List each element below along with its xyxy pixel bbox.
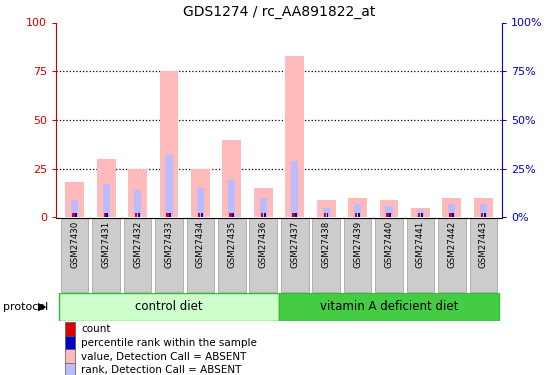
Bar (59, 292, 279, 321)
Text: GSM27435: GSM27435 (227, 221, 237, 268)
Bar (104, 213, 106, 217)
Bar (261, 213, 263, 217)
Text: rank, Detection Call = ABSENT: rank, Detection Call = ABSENT (81, 365, 242, 375)
Bar (259, 198, 267, 217)
Bar (448, 204, 455, 218)
Bar (344, 218, 372, 292)
Bar (186, 218, 214, 292)
Bar (291, 161, 299, 218)
Bar (323, 208, 330, 218)
Bar (107, 213, 108, 217)
Bar (324, 213, 326, 217)
Text: GSM27436: GSM27436 (259, 221, 268, 268)
Bar (232, 213, 234, 217)
Bar (292, 213, 295, 217)
Bar (198, 213, 200, 217)
Bar (295, 213, 297, 217)
Bar (417, 210, 424, 218)
Text: ▶: ▶ (37, 302, 46, 312)
Text: GSM27438: GSM27438 (321, 221, 331, 268)
Bar (438, 218, 466, 292)
Bar (449, 213, 452, 217)
Text: GSM27432: GSM27432 (133, 221, 142, 268)
Bar (469, 218, 497, 292)
Bar (201, 213, 203, 217)
Bar (138, 213, 140, 217)
Bar (375, 218, 403, 292)
Text: GSM27430: GSM27430 (70, 221, 79, 268)
Bar (75, 213, 77, 217)
Bar (312, 218, 340, 292)
Bar (155, 218, 183, 292)
Bar (389, 213, 391, 217)
Bar (124, 218, 151, 292)
Text: GSM27440: GSM27440 (384, 221, 393, 268)
Bar (453, 213, 454, 217)
Bar (442, 198, 461, 217)
Text: GSM27439: GSM27439 (353, 221, 362, 268)
Bar (481, 213, 483, 217)
Bar (65, 182, 84, 218)
Bar (228, 180, 235, 218)
Text: GSM27441: GSM27441 (416, 221, 425, 268)
Text: percentile rank within the sample: percentile rank within the sample (81, 338, 257, 348)
Bar (197, 188, 204, 218)
Bar (474, 198, 493, 217)
Bar (135, 213, 137, 217)
Bar (480, 204, 487, 218)
Bar (317, 200, 335, 217)
Bar (281, 218, 309, 292)
Bar (254, 188, 273, 218)
Bar (411, 208, 430, 218)
Bar (166, 213, 169, 217)
Bar (134, 190, 141, 217)
Text: vitamin A deficient diet: vitamin A deficient diet (320, 300, 458, 313)
Bar (285, 56, 304, 217)
Bar (355, 213, 358, 217)
Text: control diet: control diet (135, 300, 203, 313)
Bar (65, 363, 75, 375)
Bar (191, 169, 210, 217)
Title: GDS1274 / rc_AA891822_at: GDS1274 / rc_AA891822_at (183, 5, 375, 19)
Bar (65, 336, 75, 350)
Text: value, Detection Call = ABSENT: value, Detection Call = ABSENT (81, 352, 247, 362)
Bar (279, 292, 499, 321)
Bar (71, 200, 78, 217)
Bar (128, 169, 147, 217)
Bar (223, 140, 241, 218)
Bar (484, 213, 485, 217)
Bar (348, 198, 367, 217)
Bar (65, 350, 75, 364)
Text: count: count (81, 324, 110, 334)
Text: GSM27442: GSM27442 (448, 221, 456, 268)
Bar (386, 206, 393, 218)
Bar (418, 213, 420, 217)
Text: GSM27437: GSM27437 (290, 221, 299, 268)
Bar (249, 218, 277, 292)
Bar (72, 213, 75, 217)
Bar (103, 184, 110, 218)
Bar (61, 218, 89, 292)
Bar (326, 213, 329, 217)
Bar (358, 213, 360, 217)
Bar (218, 218, 246, 292)
Bar (169, 213, 171, 217)
Bar (97, 159, 116, 218)
Bar (160, 71, 179, 217)
Bar (407, 218, 434, 292)
Bar (92, 218, 120, 292)
Bar (379, 200, 398, 217)
Bar (65, 322, 75, 336)
Text: GSM27433: GSM27433 (165, 221, 174, 268)
Text: GSM27443: GSM27443 (479, 221, 488, 268)
Bar (354, 204, 361, 218)
Bar (421, 213, 423, 217)
Text: GSM27434: GSM27434 (196, 221, 205, 268)
Text: GSM27431: GSM27431 (102, 221, 110, 268)
Bar (264, 213, 266, 217)
Bar (229, 213, 232, 217)
Bar (165, 155, 172, 218)
Text: protocol: protocol (3, 302, 48, 312)
Bar (387, 213, 389, 217)
